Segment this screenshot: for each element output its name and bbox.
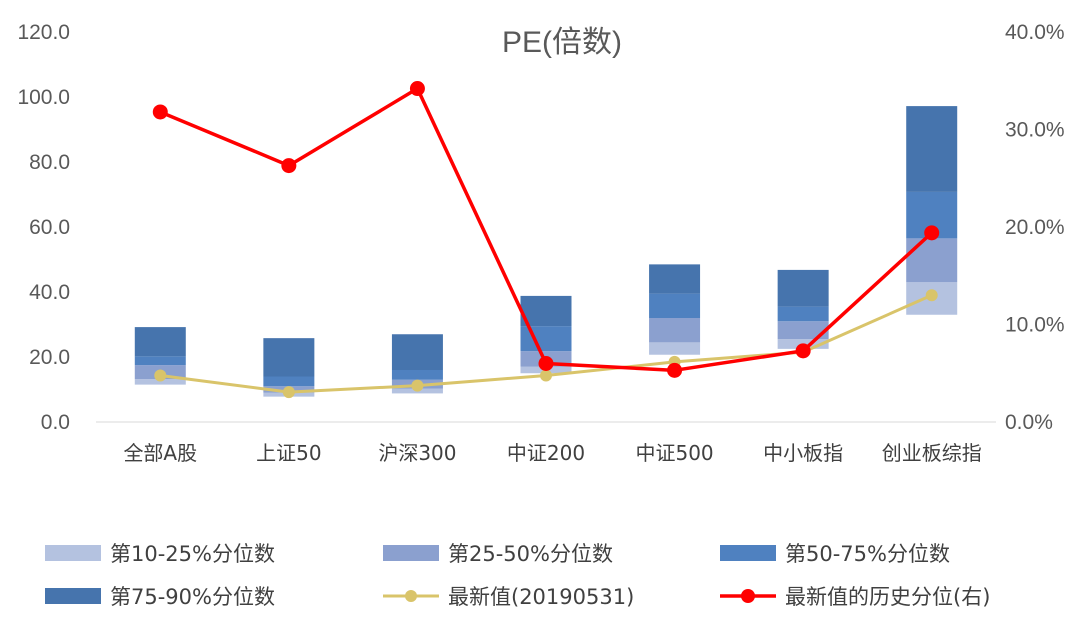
legend-swatch <box>45 588 101 604</box>
x-tick-label: 创业板综指 <box>882 441 982 465</box>
y-tick-label-right: 20.0% <box>1005 216 1065 239</box>
legend-label: 第10-25%分位数 <box>110 542 275 566</box>
bar-segment-50-75 <box>777 306 829 322</box>
x-tick-label: 上证50 <box>256 441 321 465</box>
bar-segment-75-90 <box>777 269 829 307</box>
legend-label: 第75-90%分位数 <box>110 585 275 609</box>
y-axis-right: 0.0% 10.0% 20.0% 30.0% 40.0% <box>1005 21 1065 434</box>
y-tick-label-right: 10.0% <box>1005 314 1065 337</box>
percentile-rank-point <box>409 81 425 97</box>
y-tick-label-left: 100.0 <box>17 86 70 109</box>
x-tick-label: 中证500 <box>635 441 713 465</box>
y-tick-label-left: 20.0 <box>29 346 70 369</box>
latest-value-point <box>411 379 424 392</box>
y-axis-left: 0.0 20.0 40.0 60.0 80.0 100.0 120.0 <box>17 21 70 434</box>
percentile-rank-point <box>281 158 297 174</box>
bar-segment-75-90 <box>391 334 443 370</box>
bar-segment-50-75 <box>134 356 186 366</box>
percentile-rank-point <box>538 356 554 371</box>
y-tick-label-left: 40.0 <box>29 281 70 304</box>
bar-segment-75-90 <box>906 106 958 192</box>
bar-segment-50-75 <box>391 370 443 380</box>
y-tick-label-right: 30.0% <box>1005 119 1065 142</box>
x-tick-label: 中证200 <box>507 441 585 465</box>
y-tick-label-left: 80.0 <box>29 151 70 174</box>
latest-value-point <box>925 289 938 302</box>
y-tick-label-left: 0.0 <box>41 411 70 434</box>
legend-swatch <box>720 545 776 561</box>
bar-segment-25-50 <box>777 321 829 340</box>
percentile-rank-point <box>152 104 168 120</box>
percentile-rank-point <box>924 225 940 241</box>
series-lines <box>152 81 940 399</box>
legend: 第10-25%分位数 第25-50%分位数 第50-75%分位数第75-90%分位数… <box>45 542 990 609</box>
x-tick-label: 全部A股 <box>123 441 197 465</box>
percentile-rank-point <box>795 343 811 359</box>
y-tick-label-left: 120.0 <box>17 21 70 44</box>
legend-swatch-marker <box>741 589 755 603</box>
legend-label: 第50-75%分位数 <box>785 542 950 566</box>
chart-title: PE(倍数) <box>502 26 622 59</box>
legend-swatch <box>45 545 101 561</box>
y-tick-label-right: 0.0% <box>1005 411 1053 434</box>
latest-value-point <box>540 369 552 382</box>
bar-segment-10-25 <box>134 379 186 385</box>
bar-segment-25-50 <box>906 238 958 283</box>
legend-swatch-marker <box>405 590 417 602</box>
bar-segment-75-90 <box>263 338 315 377</box>
legend-label: 第25-50%分位数 <box>448 542 613 566</box>
x-tick-label: 中小板指 <box>763 441 843 465</box>
latest-value-point <box>282 386 295 399</box>
bar-segment-25-50 <box>649 318 701 343</box>
bar-segment-10-25 <box>649 342 701 355</box>
x-axis-labels: 全部A股 上证50 沪深300 中证200 中证500 中小板指 创业板综指 <box>123 441 981 465</box>
percentile-bars <box>134 106 958 397</box>
bar-segment-50-75 <box>649 293 701 318</box>
bar-segment-75-90 <box>649 264 701 294</box>
legend-label: 最新值(20190531) <box>448 585 634 609</box>
percentile-rank-point <box>667 362 683 378</box>
bar-segment-75-90 <box>134 327 186 357</box>
legend-swatch <box>383 545 439 561</box>
latest-value-point <box>154 369 167 382</box>
y-tick-label-right: 40.0% <box>1005 21 1065 44</box>
legend-label: 最新值的历史分位(右) <box>785 585 990 609</box>
bar-segment-75-90 <box>520 295 572 327</box>
bar-segment-50-75 <box>520 326 572 352</box>
x-tick-label: 沪深300 <box>378 441 456 465</box>
y-tick-label-left: 60.0 <box>29 216 70 239</box>
bar-segment-50-75 <box>263 376 315 387</box>
